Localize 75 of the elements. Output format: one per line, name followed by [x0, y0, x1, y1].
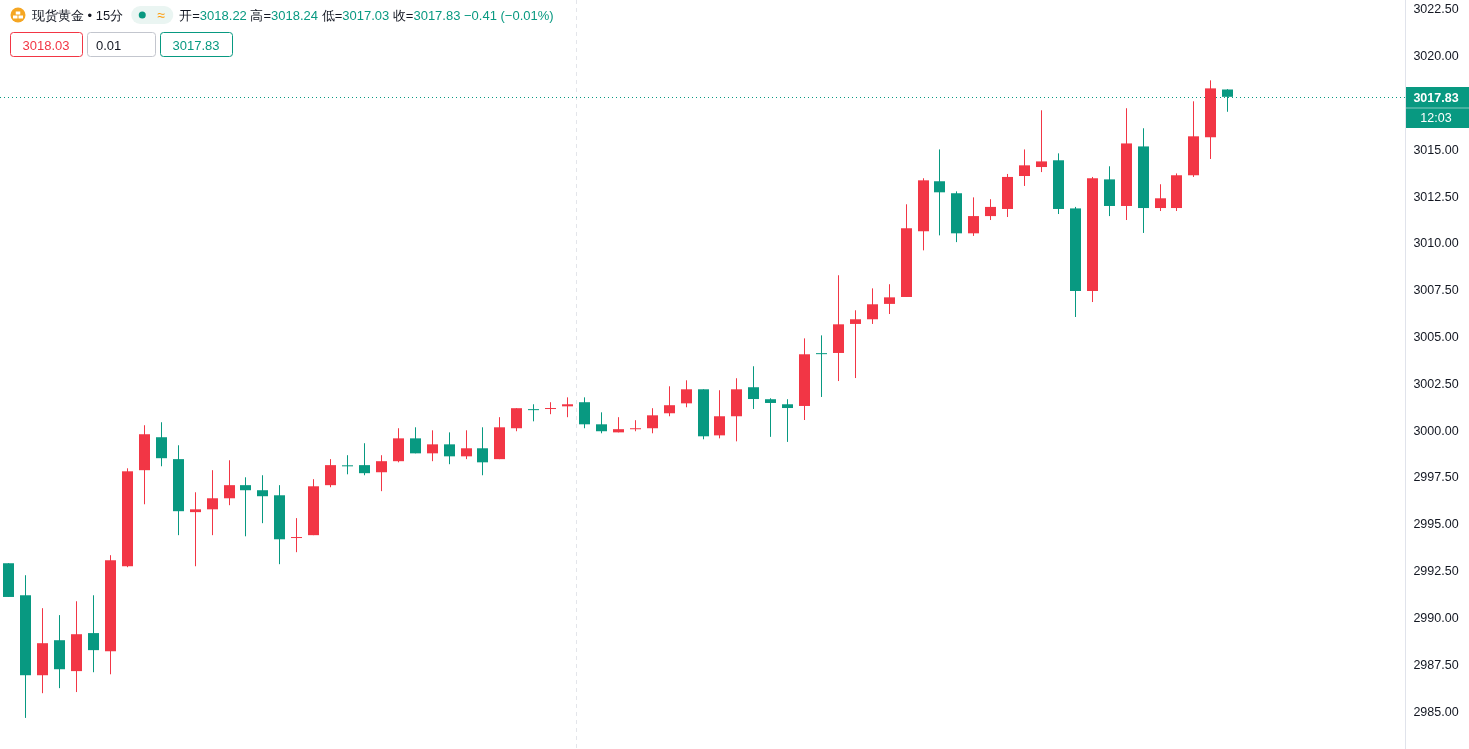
candlestick: [257, 474, 268, 524]
candlestick: [985, 198, 996, 221]
y-tick-label: 2992.50: [1413, 564, 1459, 579]
title: 现货黄金 • 15分: [32, 7, 124, 23]
candlestick: [325, 458, 336, 488]
candlestick: [1019, 148, 1030, 187]
y-tick-label: 3005.00: [1413, 330, 1459, 345]
candlestick: [427, 429, 438, 462]
subtitle: 3018.22: [199, 7, 247, 23]
subtitle: 3017.03: [342, 7, 390, 23]
candlestick: [342, 454, 353, 475]
subtitle: 3018.24: [271, 7, 319, 23]
y-tick-label: 2995.00: [1413, 517, 1459, 532]
y-tick-label: 3012.50: [1413, 189, 1459, 204]
candlestick: [511, 407, 522, 432]
annotation: 3018.03: [22, 37, 70, 53]
ref-line-label: 3017.83: [1413, 90, 1459, 105]
candlestick: [207, 469, 218, 536]
y-tick-label: 3022.50: [1413, 2, 1459, 17]
annotation: 3017.83: [172, 37, 220, 53]
candlestick: [528, 403, 539, 422]
annotation: 0.01: [96, 37, 122, 53]
y-tick-label: 2990.00: [1413, 610, 1459, 625]
candlestick: [782, 398, 793, 443]
subtitle: 开=: [179, 7, 200, 23]
candlestick: [579, 396, 590, 429]
subtitle: 高=: [250, 7, 272, 23]
y-tick-label: 2997.50: [1413, 470, 1459, 485]
candlestick: [714, 389, 725, 439]
candlestick: [393, 427, 404, 463]
candlestick: [850, 309, 861, 379]
candlestick: [630, 419, 641, 432]
annotation: ≈: [157, 7, 166, 23]
y-tick-label: 2987.50: [1413, 657, 1459, 672]
candlestick: [884, 283, 895, 315]
y-tick-label: 3000.00: [1413, 423, 1459, 438]
candlestick: [190, 491, 201, 567]
candlestick: [88, 594, 99, 673]
y-tick-label: 3002.50: [1413, 376, 1459, 391]
candlestick: [156, 421, 167, 467]
candlestick: [376, 454, 387, 492]
candlestick: [816, 334, 827, 398]
candlestick: [748, 365, 759, 410]
subtitle: 低=: [321, 7, 343, 23]
candlestick: [224, 459, 235, 506]
candlestick: [681, 379, 692, 408]
candlestick: [1155, 183, 1166, 212]
candlestick: [596, 411, 607, 434]
subtitle: (−0.01%): [500, 7, 554, 23]
annotation: 12:03: [1420, 111, 1452, 125]
y-tick-label: 2985.00: [1413, 704, 1459, 719]
candlestick: [765, 397, 776, 438]
subtitle: −0.41: [464, 7, 497, 23]
y-tick-label: 3015.00: [1413, 142, 1459, 157]
y-tick-label: 3010.00: [1413, 236, 1459, 251]
y-tick-label: 3020.00: [1413, 49, 1459, 64]
candlestick: [444, 431, 455, 465]
candlestick: [968, 196, 979, 237]
candlestick: [562, 396, 573, 418]
candlestick: [867, 287, 878, 325]
subtitle: 收=: [392, 7, 414, 23]
candlestick: [240, 476, 251, 537]
candlestick: [1222, 88, 1233, 113]
candlestick: [934, 148, 945, 236]
candlestick: [410, 426, 421, 454]
candlestick: [545, 401, 556, 415]
candlestick: [291, 517, 302, 553]
candlestick: [647, 407, 658, 434]
subtitle: 3017.83: [413, 7, 461, 23]
candlestick: [1036, 109, 1047, 173]
candlestick: [664, 385, 675, 417]
candlestick: [477, 426, 488, 476]
y-tick-label: 3007.50: [1413, 283, 1459, 298]
candlestick: [461, 429, 472, 460]
candlestick: [359, 442, 370, 476]
